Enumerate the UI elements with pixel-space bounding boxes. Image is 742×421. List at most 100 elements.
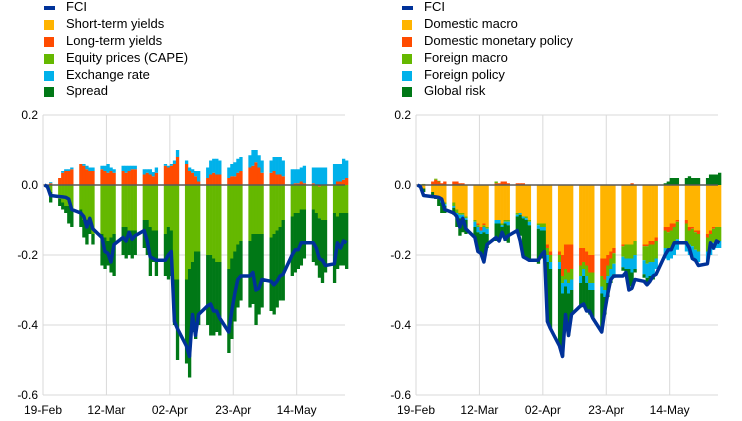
bar-domestic-monetary-policy [672, 223, 677, 227]
bar-global-risk [539, 230, 544, 259]
bar-domestic-monetary-policy [479, 227, 483, 231]
bar-spread [58, 199, 62, 206]
bar-foreign-macro [606, 265, 610, 276]
bar-foreign-macro [718, 227, 722, 241]
bar-domestic-monetary-policy [434, 179, 438, 185]
bar-global-risk [482, 232, 486, 257]
bar-spread [127, 230, 131, 255]
bar-long-term-yields [317, 185, 322, 187]
bar-long-term-yields [215, 174, 219, 185]
bar-equity-prices-cape [278, 185, 282, 227]
bar-long-term-yields [85, 169, 89, 185]
bar-equity-prices-cape [79, 185, 83, 210]
bar-domestic-monetary-policy [609, 251, 613, 259]
bar-spread [341, 213, 346, 266]
bar-spread [296, 213, 300, 269]
bar-domestic-macro [548, 185, 553, 252]
bar-foreign-macro [693, 232, 698, 250]
bar-equity-prices-cape [91, 185, 95, 234]
bar-domestic-monetary-policy [557, 251, 562, 255]
bar-global-risk [675, 178, 680, 185]
y-tick-label: -0.4 [390, 318, 411, 332]
bar-foreign-macro [542, 223, 547, 227]
bar-equity-prices-cape [106, 185, 110, 241]
bar-domestic-monetary-policy [603, 258, 607, 280]
bar-global-risk [711, 174, 716, 185]
bar-foreign-policy [479, 230, 483, 234]
bar-foreign-macro [524, 216, 529, 219]
bar-foreign-macro [687, 230, 692, 245]
bar-spread [70, 209, 74, 227]
bar-exchange-rate [163, 164, 168, 166]
bar-foreign-policy [645, 263, 649, 278]
bar-domestic-macro [524, 185, 529, 217]
bar-equity-prices-cape [61, 185, 65, 203]
bar-spread [215, 262, 219, 332]
bar-domestic-monetary-policy [545, 244, 550, 248]
bar-foreign-macro [666, 232, 670, 250]
bar-foreign-policy [458, 214, 462, 219]
bar-exchange-rate [106, 164, 110, 173]
bar-foreign-policy [606, 276, 610, 283]
bar-domestic-macro [479, 185, 483, 227]
bar-domestic-monetary-policy [503, 181, 507, 185]
bar-domestic-monetary-policy [437, 181, 441, 185]
bar-domestic-monetary-policy [570, 244, 574, 269]
bar-exchange-rate [341, 158, 346, 180]
bar-exchange-rate [212, 158, 216, 173]
bar-equity-prices-cape [212, 185, 216, 259]
bar-global-risk [585, 283, 589, 311]
bar-foreign-macro [600, 276, 604, 287]
bar-exchange-rate [248, 155, 252, 168]
bar-domestic-monetary-policy [497, 183, 501, 185]
bar-exchange-rate [133, 165, 137, 170]
bar-equity-prices-cape [187, 185, 192, 269]
bar-spread [133, 230, 137, 255]
bar-long-term-yields [112, 172, 116, 185]
bar-long-term-yields [133, 169, 137, 185]
bar-global-risk [440, 202, 444, 213]
bar-global-risk [666, 181, 670, 185]
bar-domestic-macro [654, 185, 658, 238]
bar-equity-prices-cape [269, 185, 273, 238]
bar-domestic-macro [642, 185, 646, 245]
bar-domestic-macro [579, 185, 583, 248]
bar-foreign-macro [624, 244, 628, 259]
bar-long-term-yields [275, 174, 279, 185]
bar-exchange-rate [49, 182, 53, 184]
bar-domestic-macro [672, 185, 677, 224]
bar-domestic-monetary-policy [621, 244, 625, 247]
bar-equity-prices-cape [314, 185, 319, 213]
color-swatch-icon [44, 37, 54, 47]
bar-spread [64, 206, 68, 213]
bar-foreign-policy [521, 216, 526, 219]
bar-spread [124, 227, 128, 259]
bar-spread [187, 269, 192, 378]
bar-domestic-macro [560, 185, 565, 255]
bar-foreign-macro [563, 269, 568, 280]
bar-exchange-rate [230, 164, 234, 177]
bar-long-term-yields [194, 176, 198, 185]
x-tick-label: 02-Apr [152, 403, 188, 417]
bar-foreign-policy [560, 283, 565, 294]
bar-equity-prices-cape [290, 185, 294, 217]
bar-global-risk [645, 277, 649, 285]
bar-domestic-macro [570, 185, 574, 245]
bar-spread [260, 234, 264, 308]
bar-long-term-yields [175, 157, 180, 185]
bar-global-risk [591, 290, 595, 318]
bar-spread [197, 251, 201, 325]
bar-foreign-policy [485, 228, 489, 234]
bar-spread [269, 237, 273, 311]
bar-global-risk [560, 293, 565, 357]
bar-exchange-rate [67, 169, 71, 171]
bar-spread [257, 234, 261, 315]
bar-global-risk [497, 223, 501, 241]
bar-equity-prices-cape [296, 185, 300, 213]
bar-global-risk [494, 223, 498, 241]
bar-long-term-yields [172, 164, 177, 185]
bar-exchange-rate [236, 158, 240, 173]
bar-foreign-policy [527, 221, 532, 226]
bar-spread [236, 244, 240, 308]
bar-long-term-yields [109, 171, 113, 185]
